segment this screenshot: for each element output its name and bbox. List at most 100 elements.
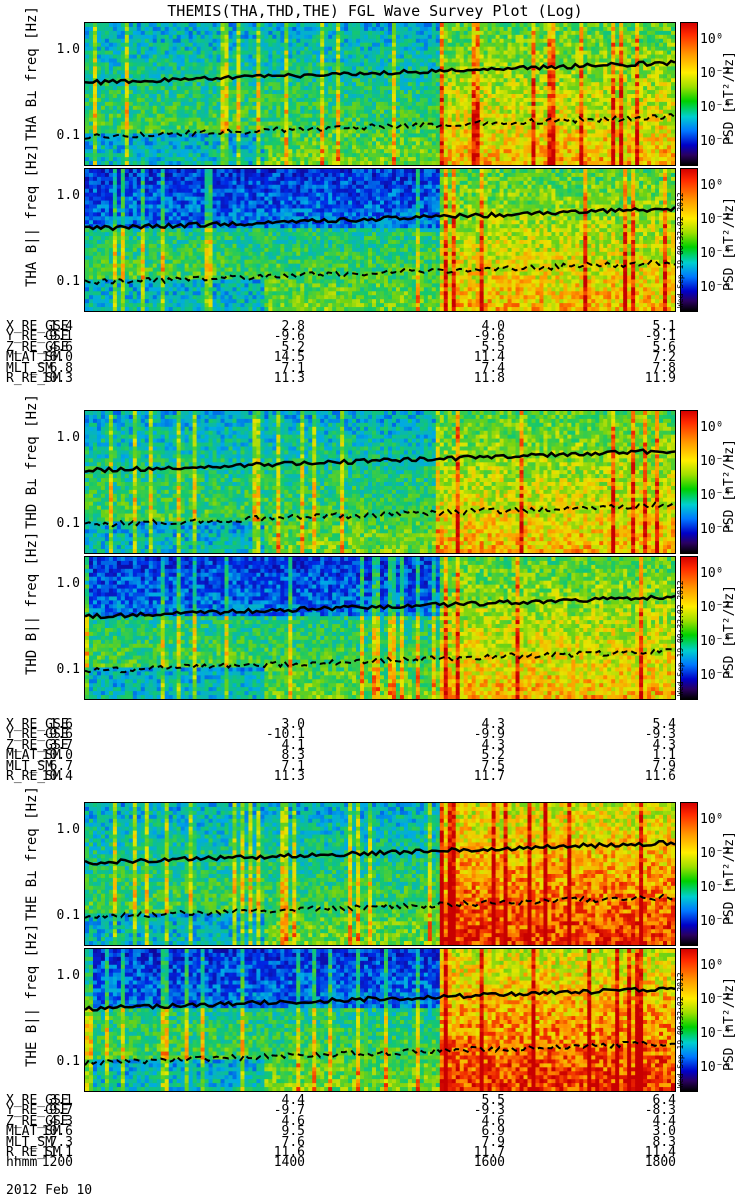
ephemeris-value: 11.8: [435, 372, 505, 385]
ephemeris-value: 1.1: [606, 749, 676, 762]
ephemeris-value: 6.8: [3, 361, 73, 374]
ephemeris-value: 11.7: [435, 1146, 505, 1159]
ephemeris-value: 16.0: [3, 351, 73, 364]
ephemeris-value: 4.0: [435, 320, 505, 333]
ephemeris-value: 7.2: [606, 351, 676, 364]
colorbar-tick-label: 10⁻⁴: [700, 488, 731, 503]
ephemeris-row-name: Y_RE_GSE: [6, 330, 69, 343]
colorbar-tick-label: 10⁻⁶: [700, 668, 731, 683]
ephemeris-value: 5.5: [435, 1094, 505, 1107]
ephemeris-row-name: Z_RE_GSE: [6, 739, 69, 752]
probe-label: THE B⊥: [24, 870, 40, 921]
ephemeris-value: -9.1: [606, 330, 676, 343]
ephemeris-value: 4.6: [435, 1115, 505, 1128]
fce-line: [85, 986, 675, 1012]
ephemeris-value: 11.7: [435, 770, 505, 783]
spectrogram-image: [85, 411, 675, 553]
ephemeris-value: 3.1: [3, 1094, 73, 1107]
ephemeris-value: 4.6: [3, 341, 73, 354]
y-tick-label: 0.1: [40, 908, 80, 923]
ephemeris-value: -9.3: [435, 1104, 505, 1117]
ephemeris-value: 3.0: [235, 718, 305, 731]
spectrogram-panel-4: [84, 556, 676, 700]
colorbar-tick-label: 10⁻⁶: [700, 134, 731, 149]
colorbar-tick-label: 10⁰: [700, 32, 723, 47]
ephemeris-value: 10.4: [3, 770, 73, 783]
spectrogram-panel-2: [84, 168, 676, 312]
ephemeris-value: 4.3: [435, 718, 505, 731]
y-tick-label: 1.0: [40, 822, 80, 837]
y-tick-label: 1.0: [40, 576, 80, 591]
ephemeris-value: 11.3: [235, 372, 305, 385]
timestamp-stamp: Wed Sep 19 00:32:02 2012: [676, 192, 685, 308]
colorbar-label: PSD [nT²/Hz]: [722, 51, 737, 145]
probe-label: THD B⊥: [24, 478, 40, 529]
spectrogram-panel-3: [84, 410, 676, 554]
y-tick-label: 1.0: [40, 968, 80, 983]
colorbar-label: PSD [nT²/Hz]: [722, 585, 737, 679]
ephemeris-value: 8.3: [235, 749, 305, 762]
ephemeris-value: 10.0: [3, 749, 73, 762]
ephemeris-value: 14.5: [235, 351, 305, 364]
ephemeris-row-name: Y_RE_GSE: [6, 728, 69, 741]
colorbar-tick-label: 10⁻⁶: [700, 280, 731, 295]
colorbar-tick-label: 10⁻⁴: [700, 634, 731, 649]
ephemeris-value: 5.2: [235, 341, 305, 354]
y-tick-label: 1.0: [40, 188, 80, 203]
ephemeris-value: 1400: [235, 1156, 305, 1169]
ephemeris-row-name: X_RE_GSE: [6, 718, 69, 731]
fhe-line: [85, 893, 675, 919]
ephemeris-value: 9.5: [235, 1125, 305, 1138]
colorbar-tick-label: 10⁻²: [700, 992, 731, 1007]
panel-y-label: THA B|| freq [Hz]: [24, 144, 40, 287]
colorbar-label: PSD [nT²/Hz]: [722, 977, 737, 1071]
ephemeris-value: 1800: [606, 1156, 676, 1169]
y-tick-label: 0.1: [40, 516, 80, 531]
ephemeris-value: 11.6: [606, 770, 676, 783]
ephemeris-row-name: MLT_SM: [6, 361, 53, 374]
colorbar-tick-label: 10⁰: [700, 420, 723, 435]
ephemeris-value: 8.3: [606, 1135, 676, 1148]
colorbar: [680, 802, 698, 946]
ephemeris-value: 5.6: [606, 341, 676, 354]
y-tick-label: 1.0: [40, 42, 80, 57]
ephemeris-value: 7.1: [235, 361, 305, 374]
ephemeris-value: -9.9: [435, 728, 505, 741]
ephemeris-value: -9.6: [235, 330, 305, 343]
fce-line: [85, 59, 675, 86]
ephemeris-value: 7.6: [235, 1135, 305, 1148]
freq-label: freq [Hz]: [24, 6, 40, 82]
colorbar-label: PSD [nT²/Hz]: [722, 197, 737, 291]
ephemeris-value: 11.6: [235, 1146, 305, 1159]
ephemeris-value: 4.4: [235, 1094, 305, 1107]
y-tick-label: 0.1: [40, 1054, 80, 1069]
colorbar-tick-label: 10⁻⁴: [700, 246, 731, 261]
colorbar-tick-label: 10⁻⁶: [700, 522, 731, 537]
timestamp-stamp: Wed Sep 19 00:32:02 2012: [676, 972, 685, 1088]
ephemeris-value: 4.1: [235, 739, 305, 752]
freq-label: freq [Hz]: [24, 924, 40, 1000]
spectrogram-image: [85, 169, 675, 311]
ephemeris-value: 4.3: [606, 739, 676, 752]
colorbar-tick-label: 10⁻⁴: [700, 880, 731, 895]
timestamp-stamp: Wed Sep 19 00:32:02 2012: [676, 580, 685, 696]
ephemeris-value: 11.9: [606, 372, 676, 385]
probe-label: THD B||: [24, 616, 40, 675]
ephemeris-row-name: X_RE_GSE: [6, 320, 69, 333]
ephemeris-value: -9.1: [3, 330, 73, 343]
ephemeris-value: -8.3: [606, 1104, 676, 1117]
freq-label: freq [Hz]: [24, 394, 40, 470]
colorbar-tick-label: 10⁻²: [700, 600, 731, 615]
ephemeris-value: 11.1: [3, 1146, 73, 1159]
ephemeris-value: 3.7: [3, 739, 73, 752]
fhe-line: [85, 501, 675, 528]
ephemeris-value: 11.3: [235, 770, 305, 783]
ephemeris-value: 1.4: [3, 320, 73, 333]
colorbar-label: PSD [nT²/Hz]: [722, 831, 737, 925]
colorbar-tick-label: 10⁰: [700, 178, 723, 193]
ephemeris-row-name: R_RE_SM: [6, 770, 61, 783]
ephemeris-value: -10.1: [235, 728, 305, 741]
spectrogram-panel-1: [84, 22, 676, 166]
colorbar-tick-label: 10⁻²: [700, 66, 731, 81]
colorbar-tick-label: 10⁻⁴: [700, 1026, 731, 1041]
